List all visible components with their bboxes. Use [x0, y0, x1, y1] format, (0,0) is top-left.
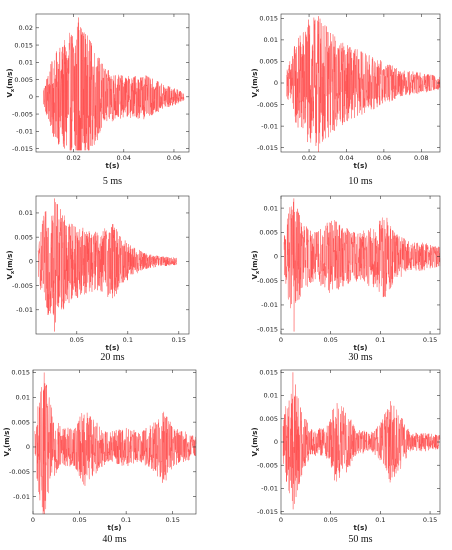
y-tick-label: -0.005: [257, 277, 278, 285]
plot-frame: [35, 13, 190, 153]
x-tick-label: 0: [279, 516, 283, 524]
y-axis-label: Vx(m/s): [251, 427, 261, 456]
panel-caption: 5 ms: [103, 176, 122, 187]
y-tick-label: -0.015: [257, 508, 278, 516]
y-tick-label: 0.01: [19, 209, 33, 217]
x-axis-label: t(s): [106, 162, 120, 170]
y-tick-label: 0.01: [264, 36, 278, 44]
y-tick-label: 0.02: [19, 24, 33, 32]
x-tick-label: 0.05: [323, 336, 337, 344]
y-tick-label: -0.005: [257, 101, 278, 109]
y-tick-label: -0.005: [12, 110, 33, 118]
panel-caption: 30 ms: [348, 352, 372, 363]
chart-panel-6: -0.015 -0.01 -0.005 0 0.005 0.01 0.015 0 0.05 0.1…: [251, 369, 441, 545]
x-axis-label: t(s): [108, 524, 122, 532]
panel-caption: 20 ms: [100, 352, 124, 363]
x-tick-label: 0.04: [117, 154, 131, 162]
velocity-trace: [43, 17, 185, 151]
velocity-trace: [286, 16, 441, 153]
chart-panel-1: -0.015 -0.01 -0.005 0 0.005 0.01 0.015 0.02 0.02…: [6, 13, 190, 187]
y-axis-label: Vx(m/s): [6, 68, 16, 97]
panel-caption: 10 ms: [348, 176, 372, 187]
y-axis-label: Vx(m/s): [251, 250, 261, 279]
chart-panel-3: -0.01 -0.005 0 0.005 0.01 0.05 0.1 0.15 t(s) Vx(m…: [6, 195, 190, 363]
y-tick-label: 0.015: [14, 41, 33, 49]
x-tick-label: 0.1: [375, 516, 385, 524]
y-tick-label: -0.015: [257, 325, 278, 333]
x-tick-label: 0.04: [339, 154, 353, 162]
x-tick-label: 0.02: [302, 154, 316, 162]
x-tick-label: 0.1: [121, 516, 131, 524]
x-tick-label: 0.02: [66, 154, 80, 162]
x-axis-label: t(s): [106, 344, 120, 352]
y-tick-label: 0: [26, 443, 30, 451]
y-tick-label: 0: [29, 258, 33, 266]
y-tick-label: 0.015: [11, 369, 30, 377]
y-tick-label: 0.005: [14, 76, 33, 84]
y-tick-label: -0.01: [261, 485, 278, 493]
x-tick-label: 0.05: [70, 336, 84, 344]
x-axis-label: t(s): [354, 344, 368, 352]
y-tick-label: -0.005: [257, 461, 278, 469]
velocity-trace: [282, 372, 441, 510]
x-tick-label: 0: [279, 336, 283, 344]
panel-caption: 50 ms: [348, 534, 372, 545]
plot-frame: [35, 195, 190, 335]
x-tick-label: 0.15: [165, 516, 179, 524]
plot-frame: [280, 195, 441, 335]
x-tick-label: 0: [31, 516, 35, 524]
y-tick-label: 0.005: [259, 58, 278, 66]
x-tick-label: 0.05: [323, 516, 337, 524]
chart-panel-4: -0.015 -0.01 -0.005 0 0.005 0.01 0 0.05 0.1 0.15 t…: [251, 195, 441, 363]
y-tick-label: 0: [274, 79, 278, 87]
y-tick-label: -0.005: [12, 282, 33, 290]
x-tick-label: 0.15: [172, 336, 186, 344]
x-tick-label: 0.06: [377, 154, 391, 162]
y-tick-label: 0: [274, 253, 278, 261]
y-tick-label: 0.01: [16, 394, 30, 402]
x-tick-label: 0.15: [423, 516, 437, 524]
y-axis-label: Vx(m/s): [6, 250, 16, 279]
y-tick-label: -0.005: [9, 468, 30, 476]
y-tick-label: -0.015: [257, 144, 278, 152]
y-tick-label: 0.01: [264, 204, 278, 212]
chart-panel-5: -0.01 -0.005 0 0.005 0.01 0.015 0 0.05 0.1 0.15 t(…: [3, 369, 197, 545]
y-axis-label: Vx(m/s): [251, 68, 261, 97]
x-tick-label: 0.15: [423, 336, 437, 344]
y-tick-label: -0.01: [16, 306, 33, 314]
y-tick-label: -0.01: [261, 301, 278, 309]
panel-caption: 40 ms: [102, 534, 126, 545]
y-tick-label: 0.01: [264, 392, 278, 400]
y-tick-label: -0.01: [16, 128, 33, 136]
plot-frame: [32, 369, 197, 515]
x-tick-label: 0.05: [72, 516, 86, 524]
velocity-trace: [34, 372, 197, 515]
y-tick-label: 0.015: [259, 369, 278, 377]
x-tick-label: 0.08: [414, 154, 428, 162]
x-tick-label: 0.1: [123, 336, 133, 344]
y-tick-label: 0.01: [19, 59, 33, 67]
x-axis-label: t(s): [354, 524, 368, 532]
y-tick-label: 0: [274, 438, 278, 446]
y-axis-label: Vx(m/s): [3, 427, 13, 456]
y-tick-label: -0.01: [13, 493, 30, 501]
y-tick-label: 0.005: [11, 418, 30, 426]
y-tick-label: 0: [29, 93, 33, 101]
x-tick-label: 0.06: [167, 154, 181, 162]
y-tick-label: 0.005: [259, 229, 278, 237]
velocity-trace: [37, 198, 177, 332]
x-tick-label: 0.1: [375, 336, 385, 344]
y-tick-label: -0.015: [12, 145, 33, 153]
y-tick-label: -0.01: [261, 122, 278, 130]
velocity-trace: [283, 198, 441, 332]
x-axis-label: t(s): [354, 162, 368, 170]
y-tick-label: 0.005: [14, 233, 33, 241]
chart-panel-2: -0.015 -0.01 -0.005 0 0.005 0.01 0.015 0.02 0.04…: [251, 13, 441, 187]
y-tick-label: 0.005: [259, 415, 278, 423]
y-tick-label: 0.015: [259, 15, 278, 23]
